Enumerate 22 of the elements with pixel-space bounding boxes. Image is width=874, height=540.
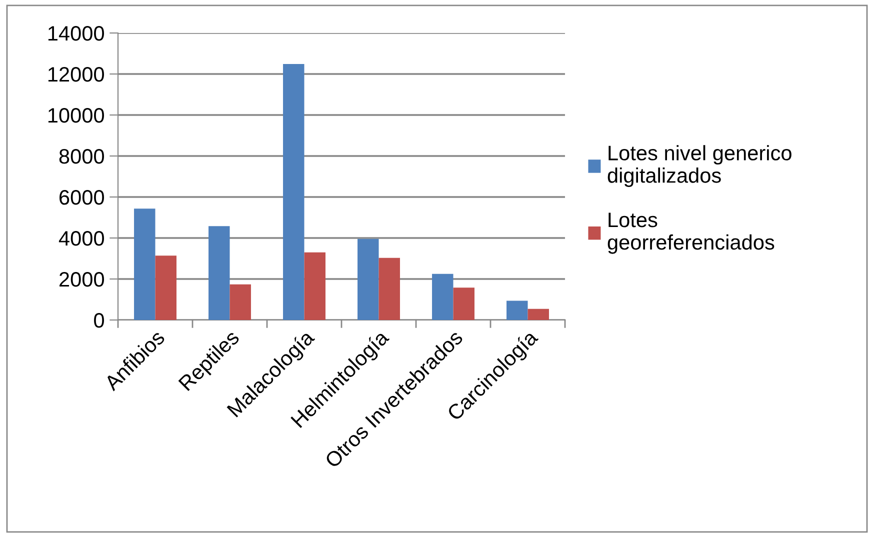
y-tick-label: 0 [94,313,104,328]
y-tick-label: 4000 [58,231,104,246]
bar [208,226,230,320]
bar [358,238,379,320]
bar [304,252,326,320]
bar [506,300,528,320]
y-tick-label: 14000 [48,26,104,41]
legend-label: Lotes georreferenciados [608,212,774,254]
y-tick-label: 6000 [60,190,104,205]
legend-label: Lotes nivel generico digitalizados [608,145,792,187]
bar [134,208,156,320]
bar [230,284,251,320]
bar [155,256,176,320]
bar [432,274,454,320]
y-tick-label: 10000 [48,108,104,123]
bar [378,258,400,320]
y-tick-label: 2000 [60,272,104,287]
bar [453,288,474,320]
bar [283,64,304,320]
y-tick-label: 8000 [59,149,104,164]
y-tick-label: 12000 [48,67,104,82]
bar [528,308,549,320]
